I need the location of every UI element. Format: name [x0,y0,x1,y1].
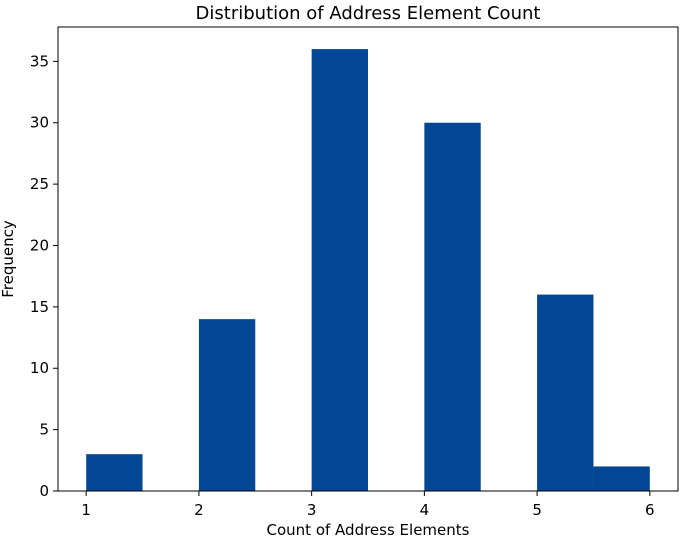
x-axis-ticks: 1 2 3 4 5 6 [81,491,655,519]
x-tick-label: 6 [645,501,655,519]
x-tick-label: 3 [307,501,317,519]
y-tick-label: 5 [39,421,49,439]
axes-frame [57,26,679,492]
y-tick-label: 25 [30,175,49,193]
y-axis-label: Frequency [0,220,17,298]
y-tick-label: 30 [30,114,49,132]
bar-4-4.5 [424,122,481,491]
bar-5.5-6 [593,466,650,491]
y-tick-label: 15 [30,298,49,316]
x-tick-label: 2 [194,501,204,519]
x-tick-label: 5 [532,501,542,519]
y-tick-label: 0 [39,482,49,500]
bar-3-3.5 [311,49,368,491]
bars-group [86,49,650,491]
bar-2-2.5 [198,319,256,491]
y-tick-label: 10 [30,359,49,377]
y-axis-ticks: 0 5 10 15 20 25 30 35 [30,52,58,500]
bar-5-5.5 [537,294,594,491]
x-axis-label: Count of Address Elements [267,521,470,539]
x-tick-label: 1 [81,501,91,519]
x-tick-label: 4 [420,501,430,519]
y-tick-label: 35 [30,52,49,70]
bar-1-1.5 [86,454,143,491]
y-tick-label: 20 [30,236,49,254]
chart-title: Distribution of Address Element Count [196,3,541,24]
